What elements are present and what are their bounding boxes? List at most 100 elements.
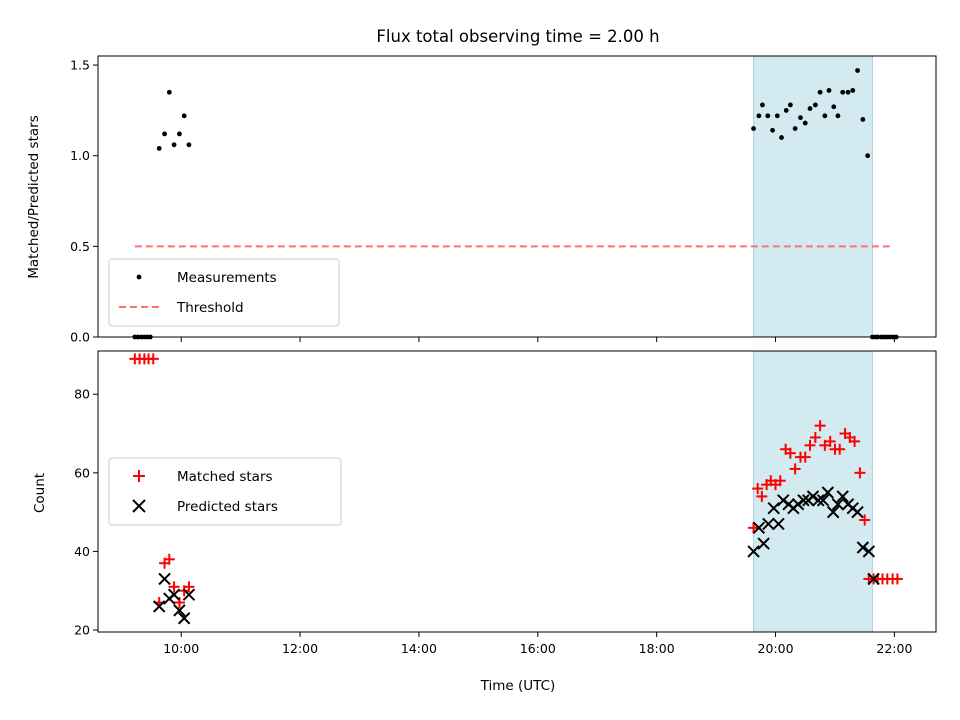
top-measurements-point: [831, 104, 837, 110]
bot-predicted-stars-point: [153, 600, 166, 613]
bot-predicted-stars-point: [173, 604, 186, 617]
top-measurements-point: [765, 113, 771, 119]
bottom-legend-box: [108, 457, 342, 526]
top-measurements-point: [177, 131, 182, 137]
bot-matched-stars-point: [859, 514, 871, 526]
bot-xtick-label: 10:00: [163, 641, 199, 656]
bot-xtick-label: 14:00: [401, 641, 437, 656]
top-measurements-point: [774, 113, 780, 119]
bot-matched-stars-point: [748, 522, 760, 534]
top-legend-box: [108, 258, 340, 327]
bot-predicted-stars-point: [826, 505, 840, 519]
top-measurements-point: [756, 113, 762, 119]
top-measurements-point: [802, 120, 808, 126]
top-measurements-point: [171, 142, 177, 148]
bot-xtick-label: 16:00: [520, 641, 556, 656]
bot-predicted-stars-point: [862, 545, 876, 558]
bot-predicted-stars-point: [762, 517, 775, 531]
bot-predicted-stars-point: [816, 494, 830, 507]
top-measurements-point: [760, 102, 765, 108]
bot-observing-window: [753, 350, 873, 633]
bottom-panel: 20 40 60 80 10:00 12:00 14:00 16:00 18:00 20:00 2…: [32, 350, 937, 694]
top-measurements-point: [783, 107, 789, 113]
legend-threshold-label: Threshold: [176, 300, 244, 316]
top-measurements-point: [751, 126, 756, 131]
top-measurements-point: [845, 89, 851, 95]
legend-predicted-label: Predicted stars: [177, 499, 278, 515]
bot-matched-stars-point: [849, 435, 861, 447]
bot-xtick-label: 20:00: [758, 641, 794, 656]
bot-predicted-stars-point: [767, 501, 780, 515]
bot-predicted-stars-point: [177, 612, 191, 625]
bot-predicted-stars-point: [182, 588, 196, 601]
bot-ytick-label: 20: [74, 623, 90, 638]
top-measurements-point: [855, 68, 860, 73]
top-plot-frame: [97, 55, 937, 338]
top-measurements-point: [860, 117, 866, 122]
bot-matched-stars-point: [814, 420, 826, 432]
top-observing-window: [753, 55, 873, 338]
legend-matched-label: Matched stars: [177, 469, 273, 485]
top-ytick-label: 0.5: [70, 239, 90, 254]
top-ytick-label: 1.5: [70, 58, 90, 73]
bot-ytick-label: 60: [74, 465, 90, 480]
top-measurements-point: [166, 89, 172, 95]
top-measurements-point: [770, 127, 775, 133]
bot-predicted-stars-point: [791, 498, 805, 511]
legend-predicted-marker: [132, 499, 146, 513]
bot-matched-stars-point: [163, 553, 175, 565]
bot-matched-stars-point: [784, 447, 796, 459]
top-ytick-label: 1.0: [70, 148, 90, 163]
bot-ytick-label: 40: [74, 544, 90, 559]
bot-predicted-stars-point: [797, 494, 810, 507]
bot-matched-stars-point: [168, 581, 180, 593]
bot-predicted-stars-point: [806, 490, 820, 503]
top-measurements-point: [826, 88, 832, 93]
bot-predicted-stars-point: [158, 572, 171, 586]
bot-matched-stars-point: [799, 451, 811, 463]
legend-measurements-marker: [136, 274, 142, 280]
x-axis-label: Time (UTC): [480, 678, 556, 694]
top-measurements-point: [840, 89, 846, 95]
bot-predicted-stars-point: [856, 541, 870, 554]
bot-matched-stars-point: [824, 435, 836, 447]
bot-xtick-label: 18:00: [639, 641, 675, 656]
legend-measurements-label: Measurements: [177, 270, 277, 286]
bot-predicted-stars-point: [747, 545, 760, 558]
bot-predicted-stars-point: [757, 537, 770, 550]
bot-matched-stars-point: [752, 483, 764, 495]
top-measurements-point: [822, 113, 828, 119]
top-measurements-point: [798, 115, 803, 121]
bot-predicted-stars-point: [812, 494, 825, 507]
bot-predicted-stars-point: [777, 494, 790, 507]
top-measurements-point: [865, 153, 871, 159]
top-measurements-point: [787, 102, 793, 108]
bot-matched-stars-point: [183, 581, 195, 593]
top-measurements-point: [186, 142, 192, 148]
top-measurements-point: [835, 113, 841, 119]
top-ytick-label: 0.0: [70, 330, 90, 345]
bot-predicted-stars-point: [836, 490, 849, 503]
bot-matched-stars-point: [854, 467, 866, 479]
bottom-legend: Matched stars Predicted stars: [108, 457, 342, 526]
top-measurements-point: [807, 106, 813, 111]
top-measurements-point: [156, 146, 162, 151]
bot-ytick-label: 80: [74, 387, 90, 402]
top-measurements-point: [779, 135, 784, 140]
top-measurements-point: [162, 131, 167, 137]
top-measurements-point: [792, 126, 798, 131]
bot-predicted-stars-point: [851, 505, 864, 519]
bot-predicted-stars-point: [867, 572, 880, 586]
bot-matched-stars-point: [891, 573, 903, 585]
bot-predicted-stars-point: [821, 486, 835, 499]
bot-matched-stars-point: [834, 443, 846, 455]
top-measurements-point: [850, 88, 856, 93]
bot-matched-stars-point: [774, 475, 786, 487]
bottom-y-axis-label: Count: [32, 473, 48, 513]
top-y-axis-label: Matched/Predicted stars: [26, 115, 42, 278]
top-measurements-point: [817, 89, 823, 95]
bot-xtick-label: 12:00: [282, 641, 318, 656]
top-panel: 0.0 0.5 1.0 1.5 Matched/Predicted stars Mea…: [26, 55, 937, 345]
top-measurements-point: [181, 113, 187, 119]
